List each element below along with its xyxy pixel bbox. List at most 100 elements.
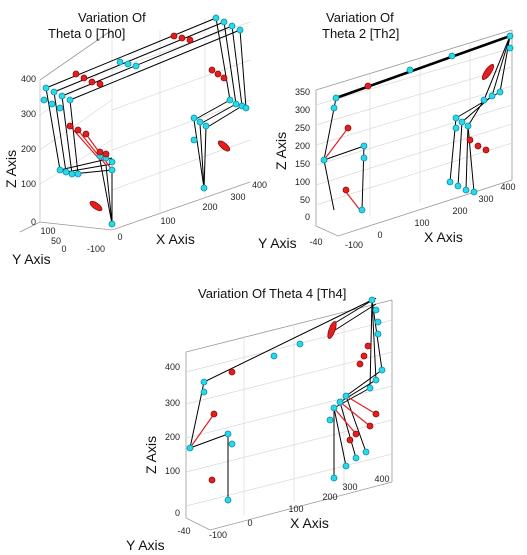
cyan-joint-marker-61 [480, 96, 488, 104]
red-joint-marker-106 [346, 436, 354, 444]
cyan-joint-marker-89 [378, 366, 386, 374]
red-joint-marker-45 [214, 70, 222, 78]
svg-text:300: 300 [478, 194, 493, 204]
cyan-joint-marker-66 [446, 178, 454, 186]
arm-link-15 [105, 164, 113, 225]
red-joint-marker-33 [74, 126, 82, 134]
arm-link-33 [199, 103, 237, 125]
red-joint-marker-100 [228, 368, 236, 376]
cyan-joint-marker-92 [342, 392, 350, 400]
cyan-joint-marker-13 [40, 96, 48, 104]
red-joint-marker-103 [372, 410, 380, 418]
cyan-joint-marker-30 [190, 136, 198, 144]
grid-line-76 [185, 419, 393, 473]
arm-link-53 [323, 159, 335, 211]
end-effector-link-99 [339, 401, 371, 427]
svg-text:300: 300 [21, 109, 36, 119]
red-joint-marker-37 [72, 70, 80, 78]
svg-text:200: 200 [295, 141, 310, 151]
svg-text:0: 0 [305, 212, 310, 222]
cyan-joint-marker-6 [62, 168, 70, 176]
cyan-joint-marker-24 [232, 100, 240, 108]
end-effector-link-38 [69, 125, 101, 161]
grid-line-9 [111, 99, 251, 151]
cyan-joint-marker-3 [108, 158, 116, 166]
cyan-joint-marker-99 [330, 474, 338, 482]
x-axis-label-theta0: X Axis [156, 231, 195, 247]
svg-text:-100: -100 [209, 530, 227, 540]
cyan-joint-marker-26 [242, 104, 250, 112]
cyan-joint-marker-15 [56, 104, 64, 112]
cyan-joint-marker-87 [374, 318, 382, 326]
grid-line-73 [185, 319, 393, 373]
arm-link-31 [239, 29, 247, 109]
red-joint-marker-36 [102, 150, 110, 158]
cyan-joint-marker-97 [352, 454, 360, 462]
x-ticks-theta0: -100 0 100 200 300 400 [87, 180, 267, 254]
cyan-joint-marker-86 [372, 306, 380, 314]
cyan-joint-marker-56 [448, 52, 456, 60]
cyan-joint-marker-55 [406, 66, 414, 74]
cyan-joint-marker-14 [48, 100, 56, 108]
svg-text:Variation Of: Variation Of [326, 10, 394, 25]
arm-link-28 [215, 17, 231, 101]
arm-link-63 [467, 99, 485, 127]
grid-line-46 [315, 85, 513, 146]
cyan-joint-marker-54 [330, 104, 338, 112]
cyan-joint-marker-17 [124, 60, 132, 68]
cyan-joint-marker-58 [506, 44, 514, 52]
svg-text:300: 300 [342, 482, 357, 492]
grid-line-47 [315, 104, 513, 166]
svg-text:200: 200 [452, 206, 467, 216]
red-joint-marker-35 [96, 148, 104, 156]
svg-text:400: 400 [165, 362, 180, 372]
axis-line-2 [39, 29, 113, 81]
svg-text:300: 300 [295, 105, 310, 115]
cyan-joint-marker-81 [200, 378, 208, 386]
red-joint-marker-46 [220, 74, 228, 82]
red-joint-marker-102 [208, 476, 216, 484]
cyan-joint-marker-10 [50, 88, 58, 96]
cyan-joint-marker-91 [366, 384, 374, 392]
svg-text:400: 400 [252, 180, 267, 190]
svg-text:100: 100 [288, 504, 303, 514]
axis-line-70 [185, 352, 393, 531]
grid-line-10 [111, 59, 251, 111]
plot-theta0: Variation Of Theta 0 [Th0] 0 100 200 300… [3, 10, 267, 267]
arm-link-18 [53, 91, 67, 173]
svg-text:50: 50 [51, 236, 61, 246]
cyan-joint-marker-64 [464, 122, 472, 130]
red-joint-marker-32 [66, 122, 74, 130]
title-theta2: Variation Of Theta 2 [Th2] [322, 10, 399, 41]
axes-box-theta0 [19, 18, 251, 233]
end-effector-link-69 [345, 191, 361, 211]
cyan-joint-marker-20 [220, 18, 228, 26]
cyan-joint-marker-79 [228, 440, 236, 448]
grid-line-5 [39, 139, 113, 185]
arm-link-32 [193, 99, 231, 121]
svg-text:200: 200 [322, 492, 337, 502]
svg-text:150: 150 [295, 159, 310, 169]
plot-theta4: Variation Of Theta 4 [Th4] 0 100 200 300… [126, 286, 393, 553]
cyan-joint-marker-78 [224, 430, 232, 438]
joints-theta4 [186, 296, 386, 504]
end-effector-link-97 [189, 413, 215, 449]
arm-link-36 [199, 123, 205, 189]
cyan-joint-marker-31 [200, 184, 208, 192]
arm-link-19 [61, 95, 73, 175]
cyan-joint-marker-27 [190, 114, 198, 122]
joints-theta2 [320, 32, 514, 214]
end-effector-link-98 [345, 395, 377, 415]
red-joint-marker-40 [96, 80, 104, 88]
cyan-joint-marker-67 [454, 182, 462, 190]
cyan-joint-marker-94 [330, 404, 338, 412]
z-axis-label-theta0: Z Axis [3, 150, 19, 188]
svg-text:0: 0 [247, 518, 252, 528]
grid-line-44 [315, 47, 513, 106]
svg-text:Theta 0 [Th0]: Theta 0 [Th0] [48, 26, 125, 41]
arm-link-95 [333, 407, 347, 467]
grid-line-48 [315, 123, 513, 186]
svg-text:0: 0 [61, 244, 66, 254]
svg-text:400: 400 [21, 74, 36, 84]
svg-text:0: 0 [377, 230, 382, 240]
